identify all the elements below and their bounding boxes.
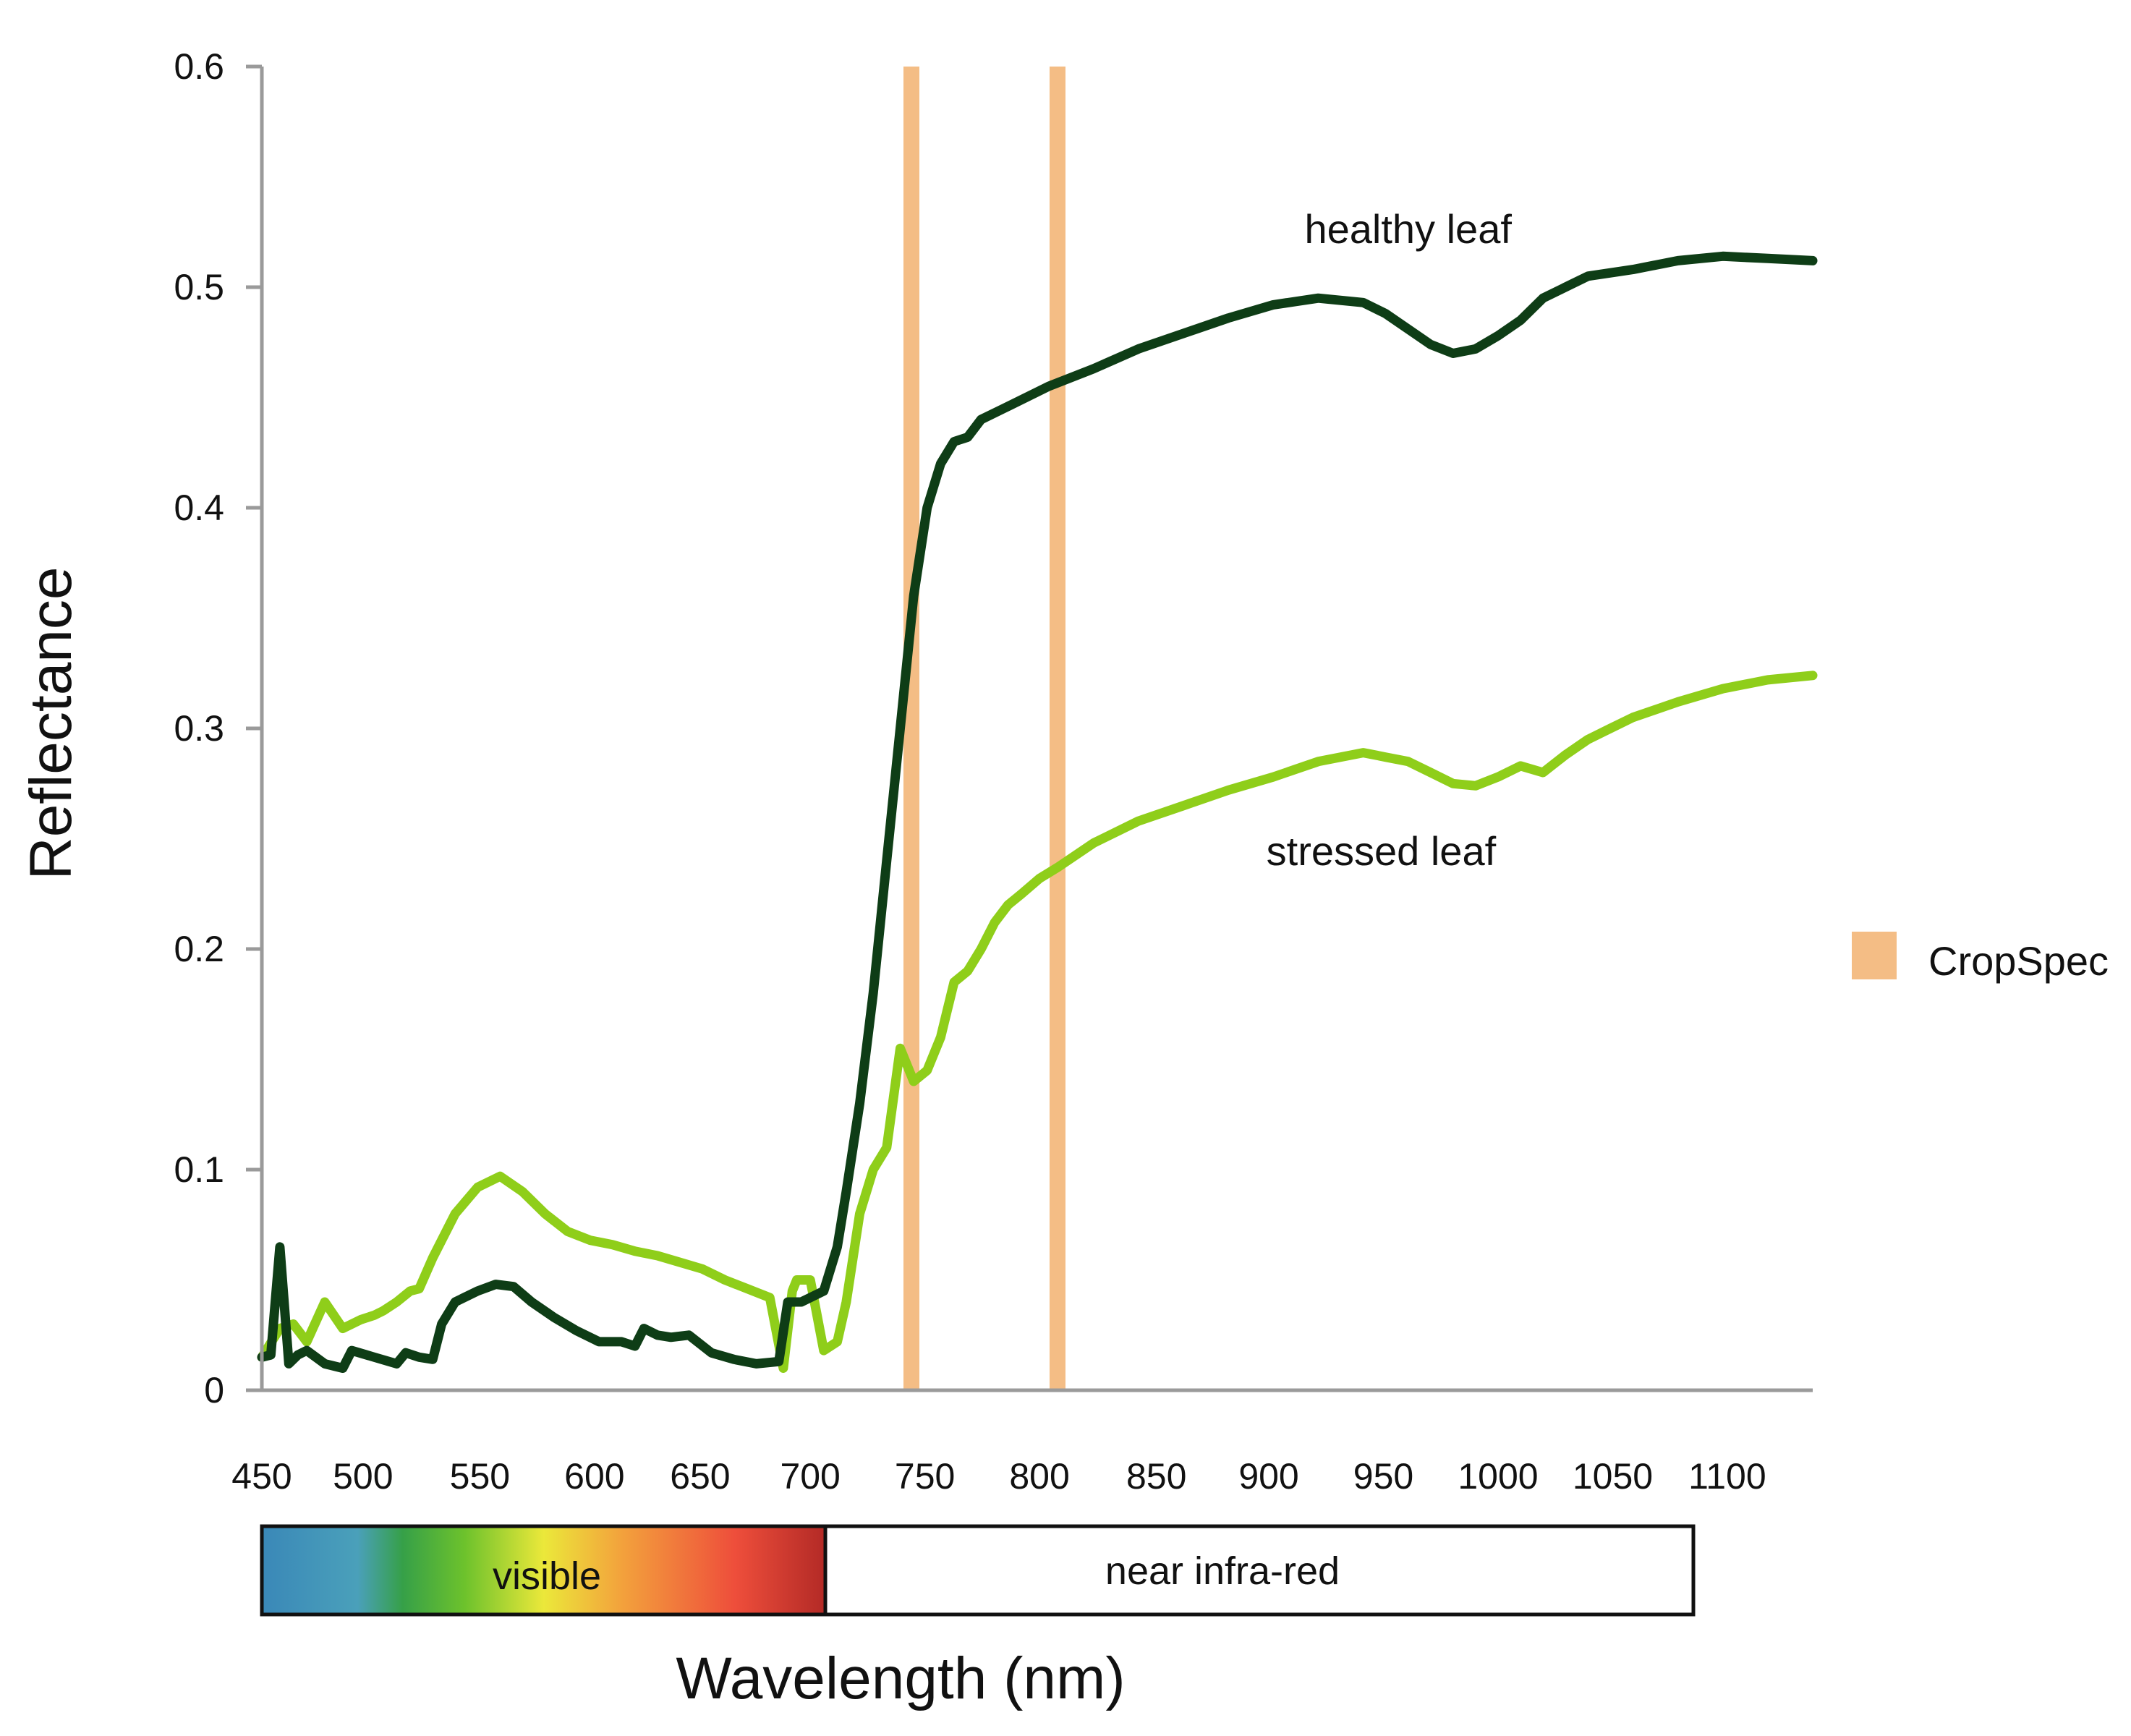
x-tick-label: 850 <box>1126 1456 1186 1497</box>
y-tick-label: 0.4 <box>174 488 224 528</box>
y-tick-label: 0.1 <box>174 1149 224 1190</box>
x-tick-label: 800 <box>1009 1456 1069 1497</box>
spectrum-bar: visible near infra-red <box>260 1524 1696 1617</box>
cropspec-band-1 <box>903 67 919 1390</box>
x-axis-title: Wavelength (nm) <box>676 1646 1125 1711</box>
healthy-leaf-label: healthy leaf <box>1304 206 1512 252</box>
legend-label-cropspec: CropSpec <box>1928 938 2109 984</box>
x-tick-label: 900 <box>1238 1456 1298 1497</box>
x-tick-label: 700 <box>780 1456 840 1497</box>
x-tick-label: 550 <box>450 1456 510 1497</box>
spectrum-nir-label: near infra-red <box>1105 1549 1340 1593</box>
healthy-leaf-line <box>257 251 1818 1373</box>
legend-swatch-cropspec <box>1852 932 1897 979</box>
y-tick-label: 0.6 <box>174 46 224 87</box>
x-tick-label: 1100 <box>1688 1456 1766 1497</box>
x-tick-label: 450 <box>231 1456 292 1497</box>
y-tick-label: 0.5 <box>174 267 224 307</box>
legend: CropSpec <box>1852 932 2109 984</box>
x-tick-label: 1050 <box>1573 1456 1653 1497</box>
spectrum-nir-segment <box>825 1526 1693 1614</box>
y-tick-label: 0.3 <box>174 708 224 749</box>
stressed-leaf-line <box>257 671 1818 1373</box>
x-tick-label: 1000 <box>1458 1456 1538 1497</box>
spectrum-bar-outline <box>260 1524 1696 1617</box>
y-axis-title: Reflectance <box>18 566 84 880</box>
y-tick-label: 0 <box>204 1370 224 1410</box>
spectrum-visible-segment <box>262 1526 825 1614</box>
spectrum-visible-label: visible <box>493 1554 601 1598</box>
x-tick-label: 500 <box>333 1456 393 1497</box>
x-tick-label: 750 <box>895 1456 955 1497</box>
x-tick-label: 950 <box>1353 1456 1413 1497</box>
cropspec-band-2 <box>1049 67 1066 1390</box>
y-tick-label: 0.2 <box>174 929 224 969</box>
stressed-leaf-label: stressed leaf <box>1267 828 1497 874</box>
x-tick-label: 650 <box>670 1456 730 1497</box>
x-tick-label: 600 <box>564 1456 624 1497</box>
